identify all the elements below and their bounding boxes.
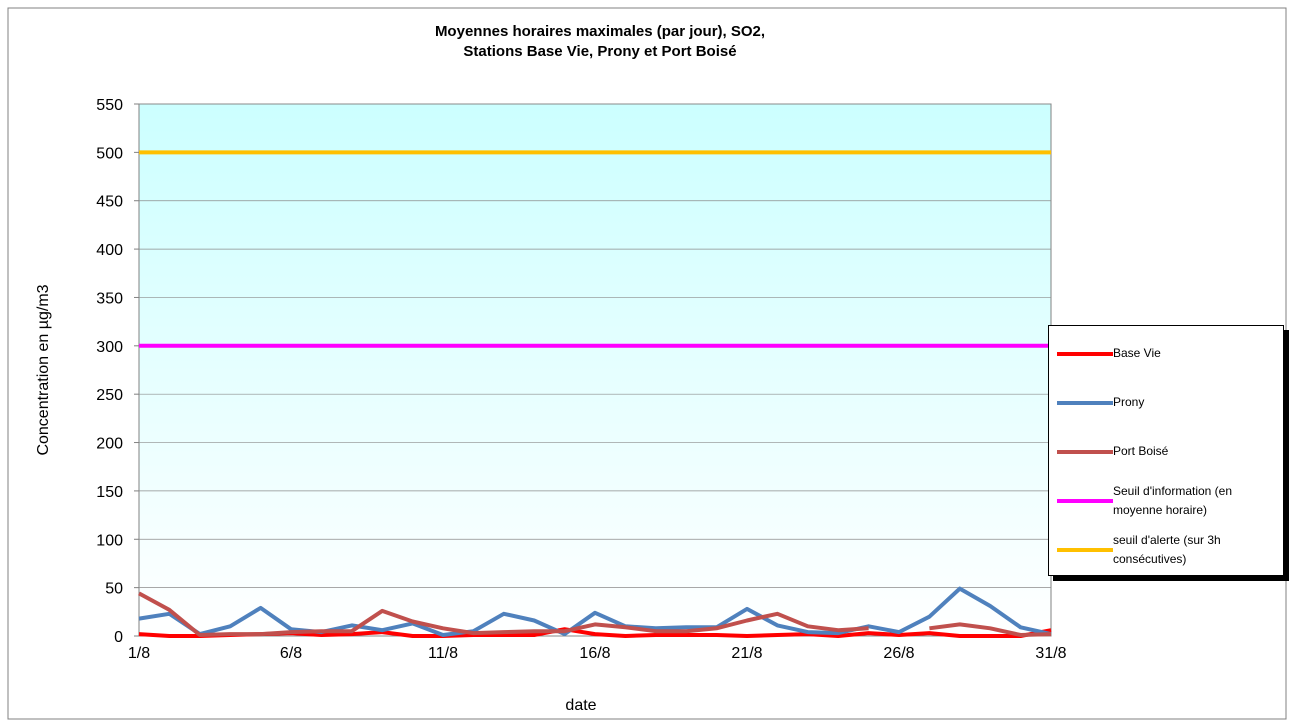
legend-item: Port Boisé — [1049, 427, 1283, 476]
y-tick-label: 50 — [105, 581, 123, 598]
x-tick-label: 11/8 — [428, 645, 458, 662]
y-tick-label: 400 — [96, 242, 123, 259]
legend-swatch — [1057, 400, 1113, 405]
y-tick-label: 300 — [96, 339, 123, 356]
series-line — [138, 586, 1052, 637]
x-tick-label: 21/8 — [731, 645, 762, 662]
x-tick-label: 6/8 — [280, 645, 302, 662]
legend-swatch — [1057, 498, 1113, 503]
x-tick-label: 1/8 — [128, 645, 150, 662]
y-axis-label: Concentration en µg/m3 — [35, 284, 52, 455]
legend-item: Seuil d'information (en moyenne horaire) — [1049, 476, 1283, 525]
legend-label: Port Boisé — [1113, 444, 1169, 458]
legend-label: Prony — [1113, 395, 1145, 409]
y-tick-label: 350 — [96, 290, 123, 307]
legend-label: Base Vie — [1113, 346, 1161, 360]
legend-item: Prony — [1049, 378, 1283, 427]
x-axis-label: date — [565, 697, 596, 714]
x-tick-label: 31/8 — [1035, 645, 1066, 662]
y-tick-label: 200 — [96, 436, 123, 453]
y-tick-label: 250 — [96, 387, 123, 404]
y-tick-label: 450 — [96, 194, 123, 211]
legend-item: seuil d'alerte (sur 3h consécutives) — [1049, 525, 1283, 574]
y-tick-label: 500 — [96, 145, 123, 162]
y-tick-label: 100 — [96, 532, 123, 549]
legend-label: Seuil d'information (en moyenne horaire) — [1113, 483, 1233, 517]
series-line — [138, 591, 1052, 637]
y-tick-label: 150 — [96, 484, 123, 501]
legend-swatch — [1057, 547, 1113, 552]
chart-title: Moyennes horaires maximales (par jour), … — [435, 23, 765, 40]
legend-swatch — [1057, 351, 1113, 356]
chart-title: Stations Base Vie, Prony et Port Boisé — [463, 43, 736, 60]
plot-area — [138, 103, 1052, 637]
legend-item: Base Vie — [1049, 329, 1283, 378]
legend: Base Vie Prony Port Boisé Seuil d'informati… — [1048, 325, 1284, 576]
x-tick-label: 16/8 — [579, 645, 610, 662]
x-tick-label: 26/8 — [883, 645, 914, 662]
legend-swatch — [1057, 449, 1113, 454]
y-tick-label: 550 — [96, 97, 123, 114]
y-tick-label: 0 — [114, 629, 123, 646]
legend-label: seuil d'alerte (sur 3h consécutives) — [1113, 532, 1221, 566]
